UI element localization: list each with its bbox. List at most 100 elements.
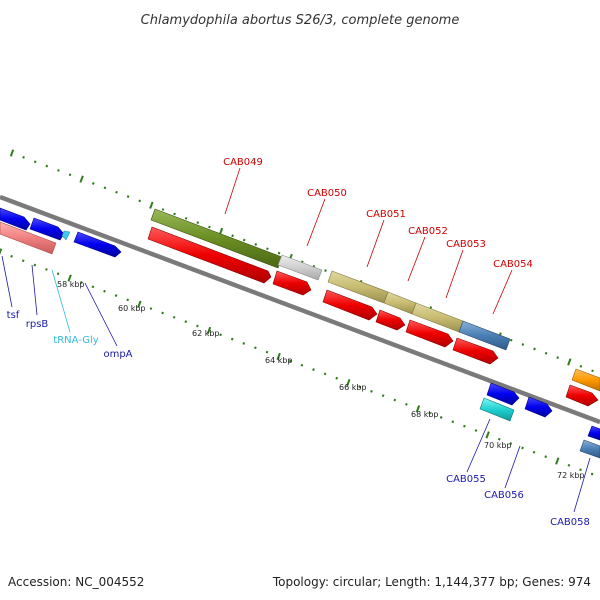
minor-tick: [196, 324, 199, 328]
gene-blue-a[interactable]: [486, 382, 520, 406]
lower-leader-lines: [1, 255, 591, 513]
gene-label-cab056[interactable]: CAB056: [484, 490, 524, 501]
minor-tick: [230, 337, 234, 341]
minor-tick: [79, 281, 83, 284]
minor-tick: [138, 199, 142, 203]
forward-strand-features: [150, 208, 600, 392]
minor-tick: [172, 315, 176, 319]
lower-gene-labels: tsf rpsB tRNA-Gly ompA CAB055 CAB056 CAB…: [7, 310, 590, 528]
map-title: Chlamydophila abortus S26/3, complete ge…: [141, 13, 460, 28]
cds-cab050[interactable]: [272, 270, 312, 296]
minor-tick: [324, 269, 327, 272]
minor-tick: [370, 389, 373, 393]
minor-tick: [103, 289, 106, 293]
minor-tick: [126, 195, 130, 198]
gene-cab049-forward[interactable]: [150, 208, 283, 269]
minor-tick: [509, 442, 513, 445]
minor-tick: [532, 450, 536, 454]
gene-label-cab052[interactable]: CAB052: [408, 226, 448, 237]
minor-tick: [21, 259, 25, 263]
gene-ompA[interactable]: [73, 231, 122, 258]
minor-tick: [544, 351, 548, 355]
gene-label-ompA[interactable]: ompA: [103, 349, 132, 360]
gene-blue-edge[interactable]: [587, 425, 600, 441]
minor-tick: [300, 363, 304, 367]
cds-cab049[interactable]: [147, 226, 272, 284]
minor-tick: [567, 463, 571, 467]
right-lower-features: [479, 382, 600, 459]
kbp-label: 66 kbp: [339, 383, 367, 392]
gene-cab052-forward[interactable]: [383, 291, 417, 315]
gene-orange-edge[interactable]: [571, 368, 600, 392]
cds-cab052[interactable]: [375, 309, 406, 331]
minor-tick: [521, 446, 524, 450]
gene-label-cab050[interactable]: CAB050: [307, 188, 347, 199]
cds-cab054[interactable]: [452, 337, 499, 365]
minor-tick: [126, 298, 130, 302]
upper-leader-lines: [224, 167, 513, 315]
cds-edge-right[interactable]: [565, 384, 599, 407]
left-features: [0, 207, 122, 258]
kbp-label: 70 kbp: [484, 441, 512, 450]
cds-cab051[interactable]: [322, 289, 378, 321]
gene-label-trna-gly[interactable]: tRNA-Gly: [53, 335, 98, 346]
minor-tick: [33, 160, 37, 164]
minor-tick: [323, 372, 327, 376]
kbp-label: 58 kbp: [57, 280, 85, 289]
gene-rpsB[interactable]: [29, 217, 65, 241]
minor-tick: [91, 285, 95, 289]
kbp-label: 72 kbp: [557, 471, 585, 480]
minor-tick: [254, 243, 258, 246]
gene-cab050-forward[interactable]: [277, 254, 323, 281]
gene-label-cab054[interactable]: CAB054: [493, 259, 533, 270]
kbp-labels: 58 kbp 60 kbp 62 kbp 64 kbp 66 kbp 68 kb…: [57, 280, 585, 480]
major-tick: [346, 378, 351, 387]
gene-label-cab051[interactable]: CAB051: [366, 209, 406, 220]
minor-tick: [521, 343, 525, 346]
minor-tick: [266, 247, 269, 251]
gene-label-cab055[interactable]: CAB055: [446, 474, 486, 485]
minor-tick: [544, 455, 548, 459]
minor-tick: [358, 385, 362, 389]
gene-trna-gly[interactable]: [61, 230, 71, 241]
gene-cab054-forward[interactable]: [458, 320, 511, 351]
minor-tick: [474, 429, 478, 432]
minor-tick: [115, 190, 118, 194]
minor-tick: [381, 394, 385, 398]
gene-label-cab049[interactable]: CAB049: [223, 157, 263, 168]
minor-tick: [91, 182, 95, 185]
minor-tick: [161, 311, 164, 315]
gene-label-tsf[interactable]: tsf: [7, 310, 20, 321]
minor-tick: [288, 359, 292, 363]
minor-tick: [10, 254, 13, 258]
minor-tick: [208, 225, 211, 229]
major-tick: [276, 352, 281, 361]
minor-tick: [509, 338, 513, 342]
major-tick: [9, 149, 15, 157]
gene-label-rpsB[interactable]: rpsB: [26, 319, 49, 330]
minor-tick: [56, 272, 60, 276]
minor-tick: [533, 347, 536, 351]
major-tick: [149, 201, 154, 209]
minor-tick: [591, 369, 594, 373]
minor-tick: [439, 416, 443, 419]
minor-tick: [265, 350, 269, 354]
major-tick: [485, 431, 490, 439]
gene-label-cab058[interactable]: CAB058: [550, 517, 590, 528]
gene-cab055[interactable]: [479, 397, 515, 422]
gene-label-cab053[interactable]: CAB053: [446, 239, 486, 250]
upper-gene-labels: CAB049 CAB050 CAB051 CAB052 CAB053 CAB05…: [223, 157, 533, 270]
minor-tick: [196, 221, 200, 225]
major-tick: [137, 300, 142, 308]
gene-pink-left[interactable]: [0, 221, 57, 255]
minor-tick: [33, 263, 37, 267]
minor-tick: [57, 169, 60, 172]
minor-tick: [393, 398, 397, 402]
gene-blue-b[interactable]: [524, 396, 553, 418]
minor-tick: [114, 294, 118, 297]
major-tick: [415, 405, 421, 413]
gene-cab058[interactable]: [579, 439, 600, 459]
minor-tick: [45, 268, 48, 271]
cds-cab053[interactable]: [405, 319, 454, 348]
gene-tsf[interactable]: [0, 207, 31, 231]
